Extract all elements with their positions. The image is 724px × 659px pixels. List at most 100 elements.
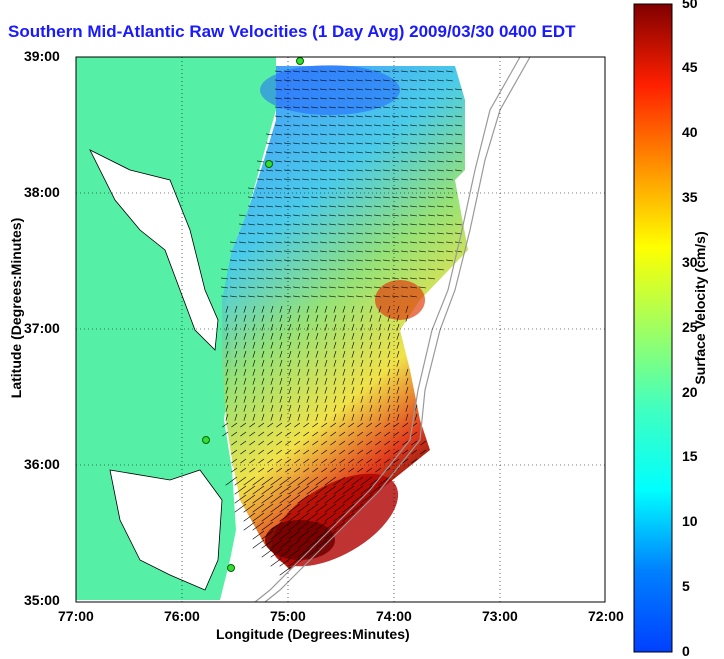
velocity-vector — [348, 458, 355, 464]
velocity-vector — [378, 323, 382, 331]
velocity-vector — [293, 295, 301, 298]
velocity-vector — [311, 214, 319, 217]
velocity-vector — [234, 332, 238, 340]
velocity-vector — [279, 386, 283, 394]
velocity-vector — [369, 404, 373, 412]
colorbar — [633, 3, 673, 653]
velocity-vector — [329, 205, 337, 208]
velocity-vector — [402, 431, 409, 437]
velocity-vector — [405, 386, 409, 394]
velocity-vector — [401, 133, 409, 136]
velocity-vector — [315, 341, 319, 349]
velocity-vector — [374, 187, 382, 190]
velocity-vector — [378, 386, 382, 394]
velocity-vector — [410, 151, 418, 154]
velocity-vector — [446, 196, 454, 199]
velocity-vector — [293, 142, 301, 145]
velocity-vector — [333, 512, 346, 522]
velocity-vector — [324, 323, 328, 331]
velocity-vector — [279, 485, 292, 495]
velocity-vector — [261, 368, 265, 376]
velocity-vector — [276, 431, 283, 437]
velocity-vector — [374, 241, 382, 244]
x-tick-label: 75:00 — [270, 608, 306, 624]
velocity-vector — [396, 323, 400, 331]
velocity-vector — [312, 467, 319, 473]
velocity-vector — [285, 431, 292, 437]
velocity-vector — [365, 223, 373, 226]
velocity-vector — [411, 449, 418, 455]
velocity-vector — [339, 431, 346, 437]
velocity-vector — [243, 386, 247, 394]
velocity-vector — [252, 359, 256, 367]
velocity-vector — [401, 178, 409, 181]
velocity-vector — [302, 124, 310, 127]
velocity-vector — [351, 341, 355, 349]
velocity-vector — [333, 341, 337, 349]
velocity-vector — [410, 124, 418, 127]
velocity-vector — [342, 485, 355, 495]
velocity-vector — [365, 115, 373, 118]
velocity-vector — [455, 124, 463, 127]
velocity-vector — [279, 368, 283, 376]
velocity-vector — [428, 214, 436, 217]
velocity-vector — [437, 250, 445, 253]
velocity-vector — [320, 196, 328, 199]
velocity-vector — [252, 530, 265, 540]
velocity-vector — [306, 359, 310, 367]
velocity-vector — [252, 377, 256, 385]
velocity-vector — [239, 214, 247, 217]
velocity-vector — [393, 440, 400, 446]
velocity-vector — [288, 530, 301, 540]
velocity-vector — [347, 142, 355, 145]
velocity-vector — [257, 286, 265, 289]
velocity-vector — [365, 295, 373, 298]
velocity-vector — [303, 422, 310, 428]
velocity-vector — [383, 115, 391, 118]
velocity-vector — [342, 503, 355, 513]
velocity-vector — [302, 232, 310, 235]
velocity-vector — [369, 350, 373, 358]
velocity-vector — [297, 503, 310, 513]
velocity-vector — [405, 413, 409, 421]
velocity-vector — [437, 259, 445, 262]
velocity-vector — [330, 449, 337, 455]
velocity-vector — [252, 305, 256, 313]
velocity-vector — [293, 223, 301, 226]
velocity-vector — [261, 485, 274, 495]
velocity-vector — [284, 133, 292, 136]
velocity-vector — [329, 241, 337, 244]
velocity-vector — [410, 133, 418, 136]
velocity-vector — [342, 404, 346, 412]
velocity-vector — [347, 151, 355, 154]
velocity-vector — [387, 386, 391, 394]
velocity-vector — [234, 404, 238, 412]
velocity-vector — [284, 160, 292, 163]
velocity-vector — [347, 178, 355, 181]
velocity-vector — [401, 79, 409, 82]
velocity-vector — [270, 521, 283, 531]
velocity-vector — [428, 79, 436, 82]
velocity-vector — [321, 440, 328, 446]
velocity-vector — [392, 106, 400, 109]
velocity-vector — [275, 178, 283, 181]
pamlico-sound — [109, 469, 223, 591]
velocity-vector — [348, 440, 355, 446]
velocity-vector — [419, 151, 427, 154]
velocity-vector — [383, 124, 391, 127]
velocity-vector — [347, 106, 355, 109]
velocity-vector — [369, 413, 373, 421]
velocity-vector — [392, 277, 400, 280]
velocity-vector — [401, 97, 409, 100]
x-tick-label: 74:00 — [376, 608, 412, 624]
velocity-vector — [383, 133, 391, 136]
velocity-vector — [446, 70, 454, 73]
velocity-vector — [257, 295, 265, 298]
velocity-vector — [234, 323, 238, 331]
velocity-vector — [279, 350, 283, 358]
velocity-vector — [333, 350, 337, 358]
velocity-vector — [338, 295, 346, 298]
velocity-low-patch — [260, 65, 400, 115]
velocity-vector — [243, 332, 247, 340]
velocity-vector — [324, 377, 328, 385]
